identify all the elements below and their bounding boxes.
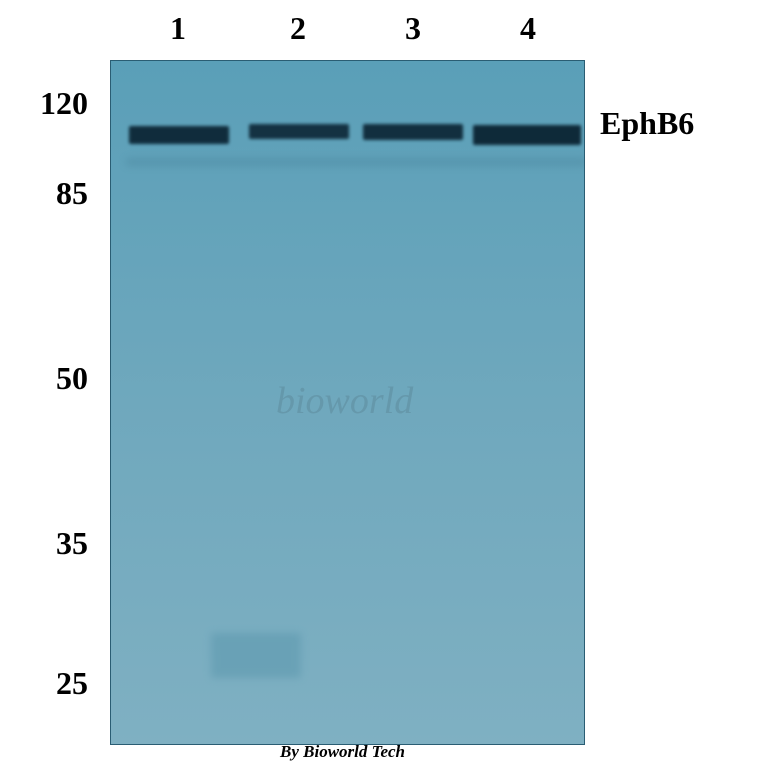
watermark-arc-bottom [271,386,441,446]
mw-marker-85: 85 [18,175,88,212]
band-lane-2 [249,124,349,139]
lane-label-2: 2 [290,10,306,47]
credit-text: By Bioworld Tech [280,742,405,762]
watermark-arc-top [271,291,441,391]
watermark-text: bioworld [276,379,413,423]
artifact-shadow [126,158,585,166]
mw-marker-120: 120 [18,85,88,122]
band-lane-3 [363,124,463,140]
watermark: bioworld [256,331,466,441]
blot-membrane: bioworld [110,60,585,745]
band-lane-1 [129,126,229,144]
artifact-bottom [211,633,301,678]
mw-marker-50: 50 [18,360,88,397]
mw-marker-25: 25 [18,665,88,702]
lane-label-4: 4 [520,10,536,47]
mw-marker-35: 35 [18,525,88,562]
lane-label-1: 1 [170,10,186,47]
protein-label: EphB6 [600,105,694,142]
lane-label-3: 3 [405,10,421,47]
blot-container: 1 2 3 4 120 85 50 35 25 bioworld EphB6 B… [0,0,764,764]
band-lane-4 [473,125,581,145]
